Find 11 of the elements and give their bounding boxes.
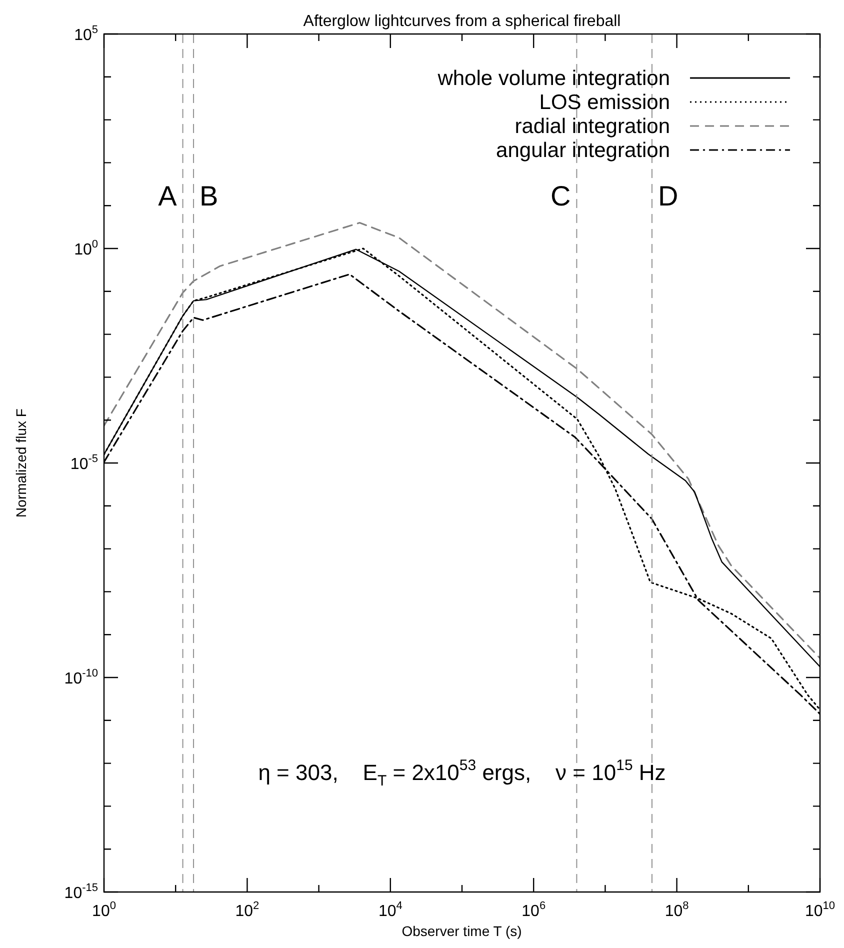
x-axis-title: Observer time T (s) bbox=[402, 923, 522, 939]
chart-title: Afterglow lightcurves from a spherical fireball bbox=[303, 13, 621, 30]
legend-label: whole volume integration bbox=[436, 67, 670, 90]
ref-line-label: A bbox=[158, 180, 178, 212]
legend-label: LOS emission bbox=[539, 91, 670, 114]
ref-line-label: D bbox=[658, 180, 678, 212]
ref-line-label: B bbox=[200, 180, 218, 212]
legend-label: angular integration bbox=[496, 139, 670, 162]
ref-line-label: C bbox=[550, 180, 571, 212]
legend-label: radial integration bbox=[514, 115, 670, 138]
y-axis-title: Normalized flux F bbox=[13, 408, 29, 518]
